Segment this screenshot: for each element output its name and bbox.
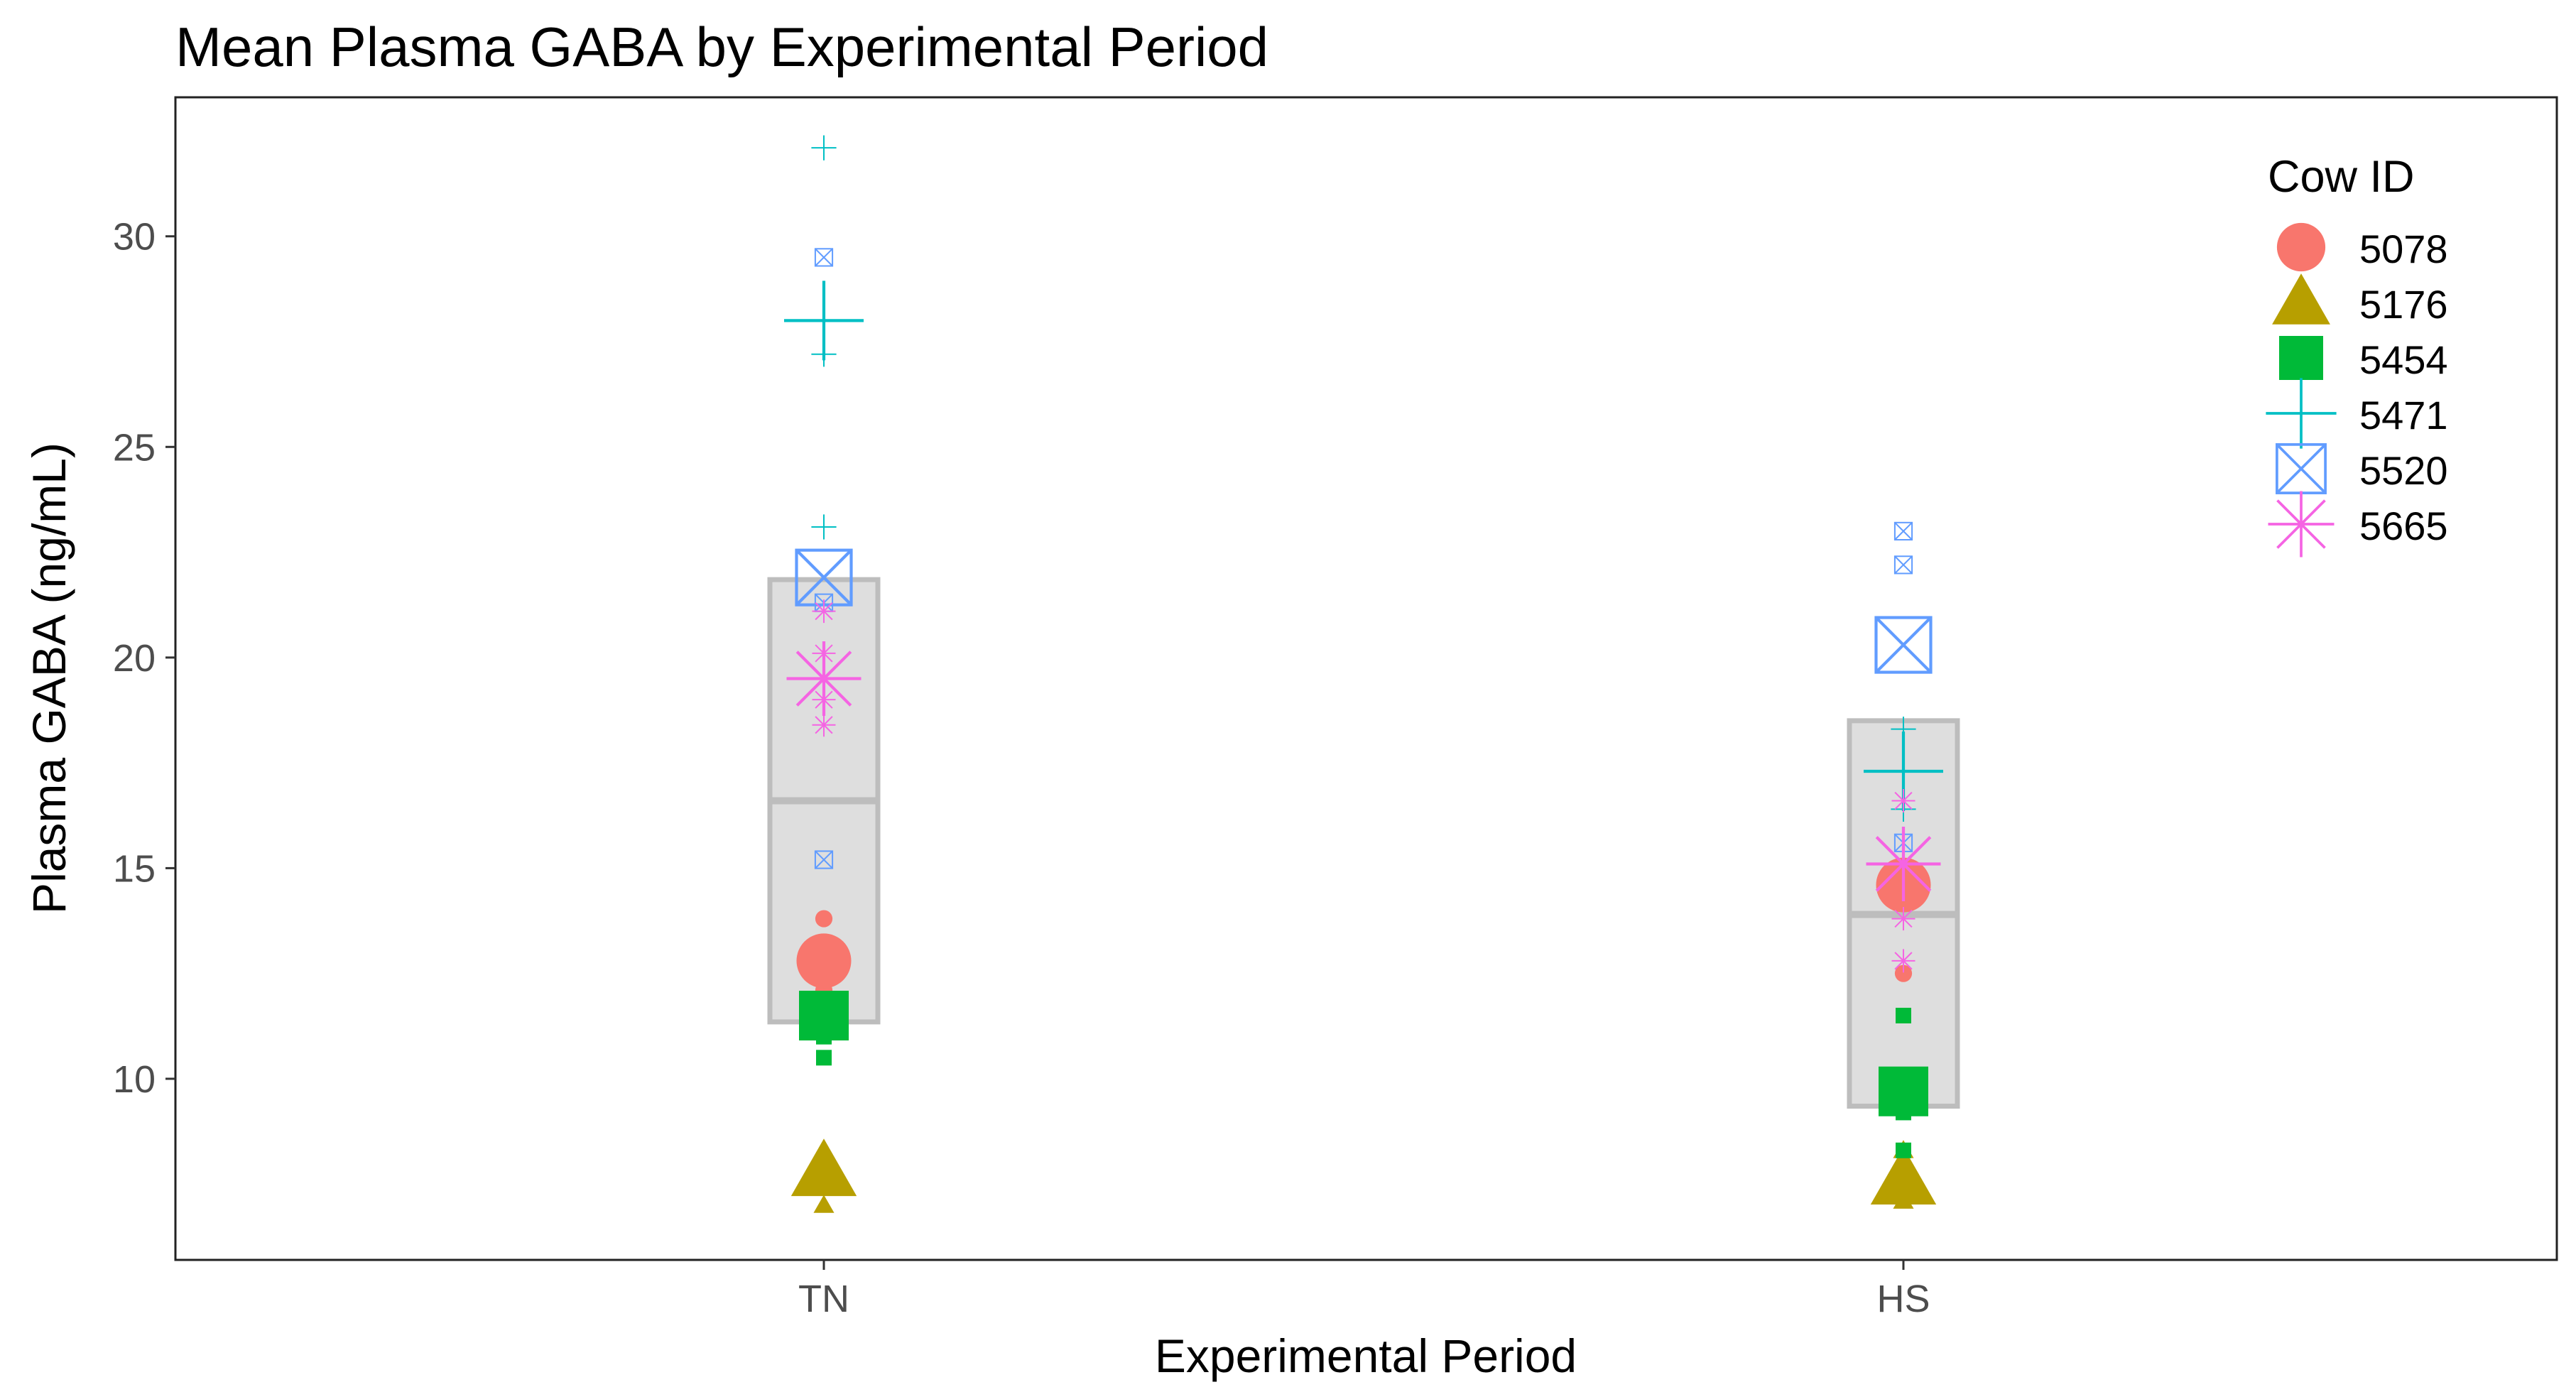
legend-key-5454 (2279, 336, 2323, 380)
axes: 10 15 20 25 30 TN HS (113, 216, 1930, 1320)
legend-key-5078 (2276, 222, 2326, 272)
point-5520 (814, 248, 834, 267)
point-5665 (1891, 949, 1915, 973)
mean-point-5454 (1879, 1066, 1928, 1116)
x-tick-label: HS (1876, 1278, 1930, 1320)
legend-item-5078: 5078 (2276, 222, 2448, 272)
legend-key-5665 (2268, 491, 2335, 558)
mean-point-5520 (1874, 616, 1933, 674)
y-axis-title: Plasma GABA (ng/mL) (23, 442, 75, 914)
legend-item-5520: 5520 (2276, 443, 2448, 494)
legend-label: 5176 (2359, 282, 2448, 327)
mean-point-5176 (790, 1138, 857, 1197)
mean-point-5454 (799, 990, 849, 1040)
y-tick-label: 20 (113, 637, 156, 680)
mean-point-5665 (1866, 826, 1941, 901)
points-layer (784, 135, 1943, 1213)
legend-key-5471 (2266, 378, 2337, 449)
mean-point-5176 (1870, 1147, 1937, 1205)
point-5520 (1893, 555, 1913, 575)
point-5176 (813, 1195, 835, 1213)
legend-item-5176: 5176 (2272, 273, 2448, 327)
legend-title: Cow ID (2268, 152, 2415, 202)
point-5078 (815, 910, 833, 928)
y-tick-label: 25 (113, 426, 156, 469)
legend-label: 5520 (2359, 448, 2448, 493)
mean-point-5078 (796, 933, 852, 989)
legend-label: 5665 (2359, 504, 2448, 548)
legend-item-5471: 5471 (2266, 378, 2448, 449)
y-tick-label: 15 (113, 847, 156, 890)
legend-label: 5471 (2359, 393, 2448, 437)
point-5454 (1896, 1007, 1911, 1023)
legend-item-5665: 5665 (2268, 491, 2448, 558)
point-5665 (1891, 789, 1915, 813)
mean-point-5665 (786, 641, 862, 716)
point-5471 (811, 514, 837, 540)
point-5454 (816, 1050, 832, 1066)
point-5454 (1896, 1142, 1911, 1158)
point-5520 (814, 850, 834, 869)
x-axis-title: Experimental Period (1155, 1330, 1577, 1382)
legend-item-5454: 5454 (2279, 336, 2448, 382)
legend-label: 5078 (2359, 227, 2448, 271)
y-tick-label: 30 (113, 216, 156, 259)
legend-items: 5078 5176 5454 5471 5520 5665 (2266, 222, 2448, 558)
point-5665 (1891, 907, 1915, 931)
plot-panel-border (174, 96, 2558, 1261)
point-5078 (1894, 964, 1913, 982)
point-5665 (812, 599, 836, 624)
legend-key-5176 (2272, 273, 2330, 325)
point-5471 (811, 135, 837, 161)
legend: Cow ID 5078 5176 5454 5471 5520 5665 (2266, 152, 2448, 558)
x-tick-label: TN (798, 1278, 849, 1320)
y-tick-label: 10 (113, 1058, 156, 1101)
mean-point-5471 (784, 281, 864, 361)
point-5665 (812, 713, 836, 737)
point-5520 (1893, 521, 1913, 541)
legend-label: 5454 (2359, 337, 2448, 382)
chart-title: Mean Plasma GABA by Experimental Period (175, 16, 1268, 78)
